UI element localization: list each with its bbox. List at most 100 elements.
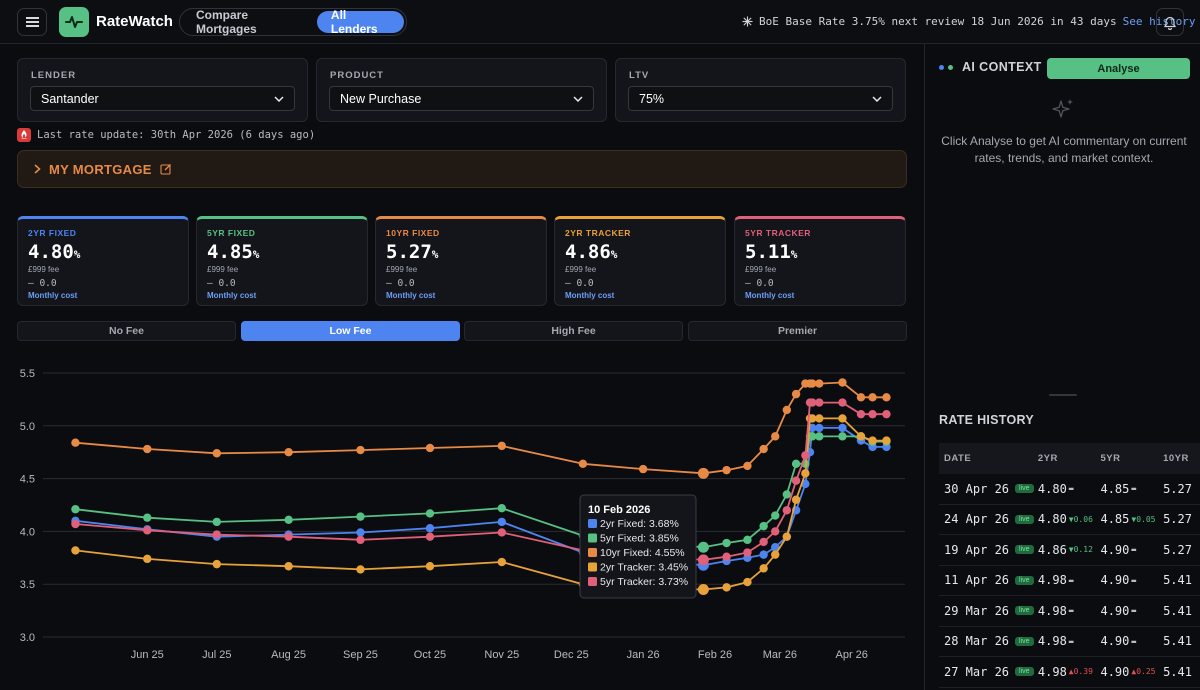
table-row[interactable]: 27 Mar 26 live 4.98 ▲0.39 4.90 ▲0.25 5.41 [939,657,1200,688]
boe-text: BoE Base Rate 3.75% next review 18 Jun 2… [759,15,1117,28]
data-point [284,448,293,457]
card-change: — 0.0 [207,278,236,289]
ltv-selector: LTV 75% [615,58,906,122]
card-fee: £999 fee [207,265,239,274]
card-monthly-cost-link[interactable]: Monthly cost [386,291,436,300]
x-tick-label: Feb 26 [698,649,732,661]
card-rate: 5.11% [745,241,797,263]
data-point [71,438,80,447]
fee-tab-no-fee[interactable]: No Fee [17,321,236,341]
chevron-down-icon [573,95,583,102]
data-point [868,393,877,402]
table-row[interactable]: 28 Mar 26 live 4.98 ▬ 4.90 ▬ 5.41 [939,627,1200,657]
data-point [356,528,365,537]
row-5yr-change: ▬ [1131,575,1137,585]
data-point [697,554,709,566]
live-badge: live [1015,636,1034,646]
card-monthly-cost-link[interactable]: Monthly cost [28,291,78,300]
data-point [722,583,731,592]
row-5yr-change: ▬ [1131,636,1137,646]
row-10yr: 5.41 [1163,664,1192,679]
row-5yr: 4.85 [1100,481,1130,496]
notifications-button[interactable] [1156,8,1184,36]
card-rate-pct: % [252,248,260,261]
row-5yr-change: ▬ [1131,606,1137,616]
tab-all-lenders[interactable]: All Lenders [316,8,404,36]
data-point [356,445,365,455]
data-point [143,526,152,535]
card-monthly-cost-link[interactable]: Monthly cost [745,291,795,300]
edit-icon[interactable] [160,163,172,175]
resize-handle[interactable] [1049,394,1077,396]
lender-select[interactable]: Santander [30,86,295,111]
data-point [868,409,877,419]
green-dot-icon [948,64,953,70]
tooltip-row: 2yr Tracker: 3.45% [600,562,688,574]
card-rate-value: 4.85 [207,241,253,263]
rate-card[interactable]: 2YR TRACKER 4.86% £999 fee — 0.0 Monthly cos… [554,216,726,306]
rate-card[interactable]: 10YR FIXED 5.27% £999 fee — 0.0 Monthly cost [375,216,547,306]
card-monthly-cost-link[interactable]: Monthly cost [565,291,615,300]
data-point [791,459,801,469]
data-point [722,538,731,548]
ltv-select[interactable]: 75% [628,86,893,111]
data-point [143,444,152,454]
y-tick-label: 4.0 [20,526,35,538]
table-row[interactable]: 19 Apr 26 live 4.86 ▼0.12 4.90 ▬ 5.27 [939,535,1200,566]
card-monthly-cost-link[interactable]: Monthly cost [207,291,257,300]
data-point [71,519,80,529]
analyse-button[interactable]: Analyse [1047,58,1190,79]
x-tick-label: Nov 25 [484,649,519,661]
data-point [425,509,435,518]
card-fee: £999 fee [386,265,418,274]
rate-card[interactable]: 2YR FIXED 4.80% £999 fee — 0.0 Monthly cost [17,216,189,306]
ai-context-header: AI CONTEXT [939,60,1042,74]
data-point [771,543,780,552]
fee-tab-premier[interactable]: Premier [688,321,907,341]
table-row[interactable]: 24 Apr 26 live 4.80 ▼0.06 4.85 ▼0.05 5.27 [939,505,1200,535]
fee-tab-low-fee[interactable]: Low Fee [241,321,460,341]
data-point [722,465,731,475]
table-row[interactable]: 30 Apr 26 live 4.80 ▬ 4.85 ▬ 5.27 [939,474,1200,505]
data-point [808,379,817,388]
rate-card[interactable]: 5YR TRACKER 5.11% £999 fee — 0.0 Monthly cos… [734,216,906,306]
my-mortgage-panel[interactable]: MY MORTGAGE [17,150,907,188]
data-point [791,389,801,399]
santander-flame-icon [17,128,31,142]
data-point [697,541,709,553]
see-history-link[interactable]: See history → [1122,15,1200,28]
card-fee: £999 fee [565,265,597,274]
data-point [856,393,866,402]
fee-tab-high-fee[interactable]: High Fee [464,321,683,341]
data-point [143,554,152,564]
live-badge: live [1015,606,1034,616]
last-update-text: Last rate update: 30th Apr 2026 (6 days … [37,129,316,141]
data-point [638,464,648,474]
row-5yr: 4.90 [1100,634,1130,649]
table-row[interactable]: 11 Apr 26 live 4.98 ▬ 4.90 ▬ 5.41 [939,566,1200,596]
row-2yr: 4.86 [1037,542,1067,557]
card-product-name: 2YR FIXED [28,228,77,238]
tab-compare-mortgages[interactable]: Compare Mortgages [196,8,257,36]
data-point [815,423,824,433]
card-rate-value: 4.86 [565,241,611,263]
data-point [838,423,847,433]
card-product-name: 5YR FIXED [207,228,256,238]
card-change: — 0.0 [745,278,774,289]
product-select[interactable]: New Purchase [329,86,594,111]
rate-card[interactable]: 5YR FIXED 4.85% £999 fee — 0.0 Monthly cost [196,216,368,306]
data-point [497,441,507,451]
data-point [425,562,435,571]
row-date: 28 Mar 26 [944,634,1010,649]
data-point [356,535,365,545]
y-tick-label: 4.5 [20,474,35,486]
row-date: 30 Apr 26 [944,481,1010,496]
table-row[interactable]: 29 Mar 26 live 4.98 ▬ 4.90 ▬ 5.41 [939,596,1200,627]
data-point [771,511,780,520]
row-10yr: 5.41 [1163,634,1192,649]
menu-button[interactable] [17,8,47,36]
card-rate: 4.85% [207,241,259,263]
data-point [497,503,507,513]
data-point [801,469,810,478]
card-product-name: 10YR FIXED [386,228,440,238]
